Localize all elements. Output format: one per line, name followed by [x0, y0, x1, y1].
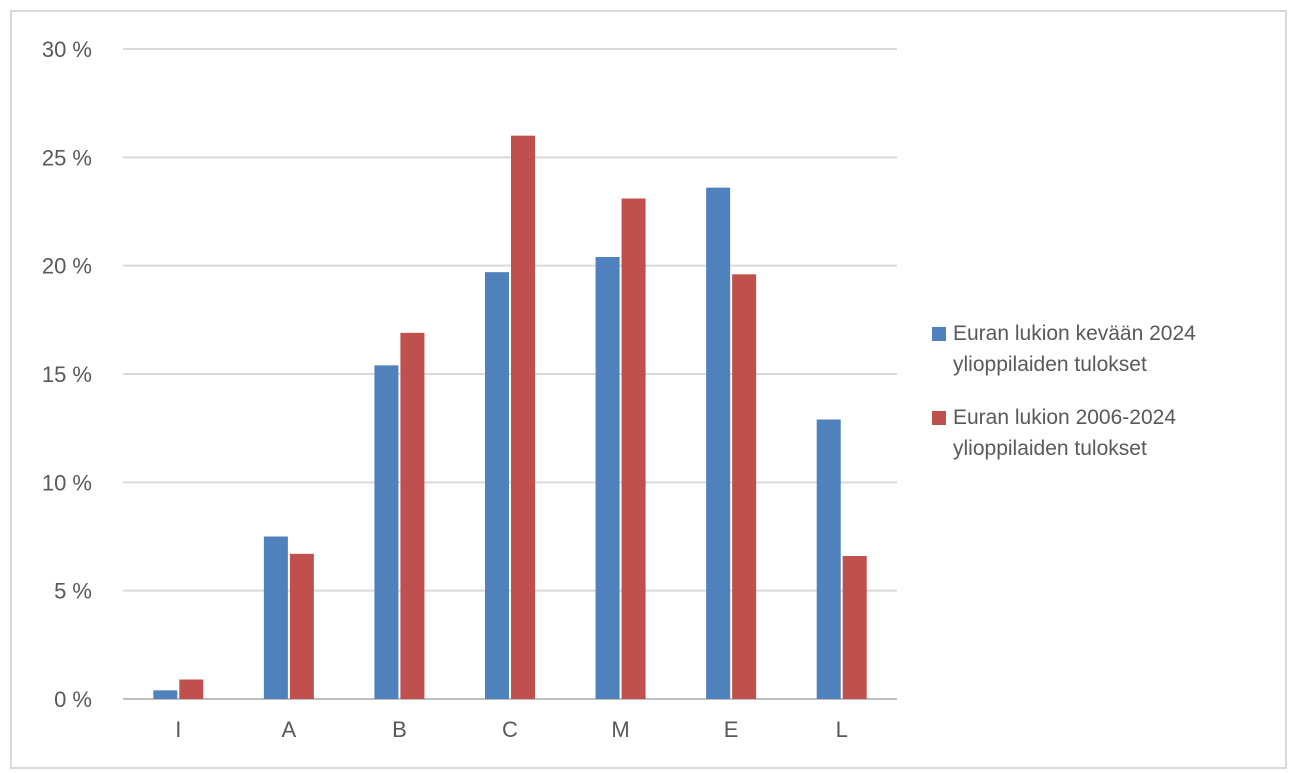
bar-series-1-A	[263, 536, 288, 699]
x-tick-label: I	[175, 717, 181, 742]
bar-series-1-C	[485, 272, 509, 699]
bar-series-2-M	[621, 198, 646, 699]
legend-swatch-series-2	[932, 411, 946, 425]
y-tick-label: 0 %	[54, 687, 92, 712]
bar-series-2-I	[179, 679, 204, 699]
bar-series-2-B	[400, 332, 425, 699]
y-tick-label: 15 %	[42, 362, 92, 387]
legend-label-series-2: Euran lukion 2006-2024 ylioppilaiden tul…	[953, 406, 1177, 460]
x-tick-label: L	[836, 717, 848, 742]
legend-item-series-1: Euran lukion kevään 2024 ylioppilaiden t…	[932, 318, 1252, 380]
y-tick-label: 30 %	[42, 37, 92, 62]
x-tick-label: C	[502, 717, 518, 742]
legend: Euran lukion kevään 2024 ylioppilaiden t…	[932, 318, 1252, 486]
x-tick-label: B	[392, 717, 407, 742]
bar-series-2-L	[842, 556, 867, 699]
legend-swatch-series-1	[932, 327, 946, 341]
bar-chart: 0 % 5 % 10 % 15 % 20 % 25 % 30 % I A B C M E L	[42, 37, 897, 742]
bar-series-2-A	[289, 553, 314, 699]
y-tick-label: 25 %	[42, 145, 92, 170]
bar-series-1-M	[595, 257, 620, 699]
bar-series-1-I	[153, 690, 178, 699]
y-tick-label: 10 %	[42, 470, 92, 495]
x-tick-label: M	[611, 717, 629, 742]
y-tick-label: 5 %	[54, 579, 92, 604]
bar-series-2-C	[511, 135, 535, 699]
bar-series-2-E	[732, 274, 757, 699]
x-tick-label: A	[282, 717, 297, 742]
legend-label-series-1: Euran lukion kevään 2024 ylioppilaiden t…	[953, 322, 1196, 376]
y-tick-label: 20 %	[42, 254, 92, 279]
bar-series-1-B	[374, 365, 399, 699]
legend-item-series-2: Euran lukion 2006-2024 ylioppilaiden tul…	[932, 402, 1252, 464]
bar-series-1-L	[816, 419, 841, 699]
bar-series-1-E	[706, 187, 731, 699]
chart-frame	[10, 10, 1287, 769]
x-tick-label: E	[724, 717, 739, 742]
